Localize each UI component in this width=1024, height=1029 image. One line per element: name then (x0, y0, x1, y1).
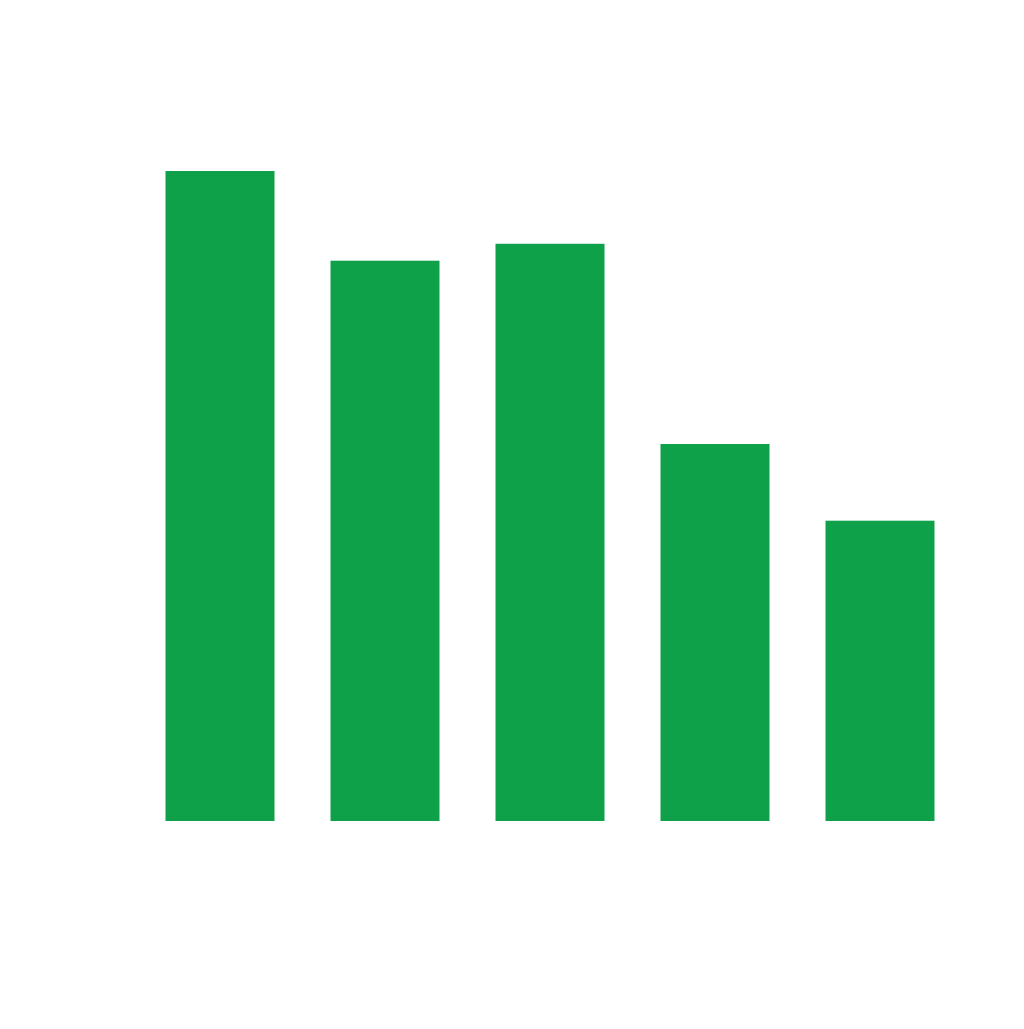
bar-4 (660, 444, 770, 821)
bar-2 (330, 260, 440, 821)
bar-1 (165, 171, 275, 821)
bar-3 (495, 243, 605, 822)
bar-5 (825, 520, 935, 821)
